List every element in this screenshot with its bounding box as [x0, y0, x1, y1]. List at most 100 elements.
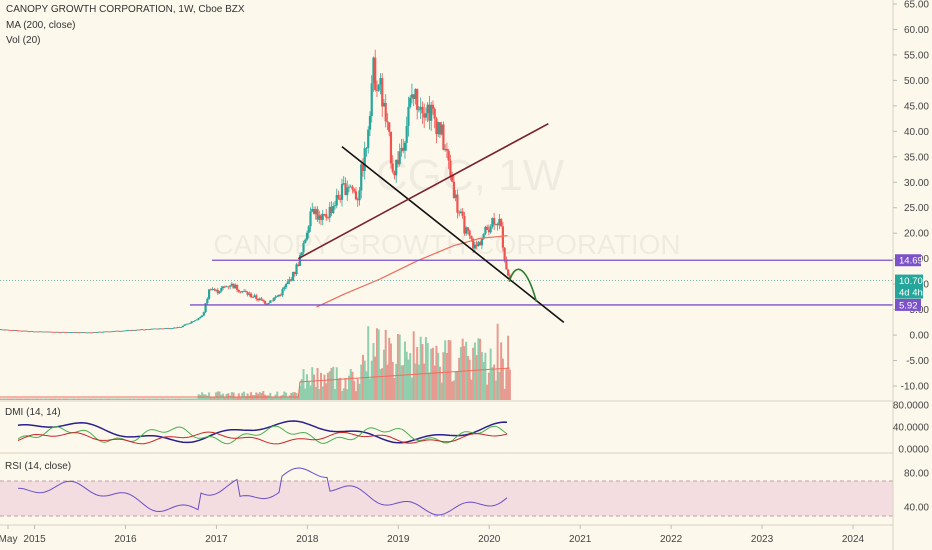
time-axis[interactable]: May 2015 2016 2017 2018 2019 2020 2021 2022 2023 2…	[0, 525, 865, 545]
candle-body	[237, 289, 240, 292]
volume-bar	[318, 389, 321, 400]
candle-body	[356, 199, 359, 201]
up-trendline[interactable]	[297, 122, 549, 260]
volume-bar	[160, 398, 163, 400]
volume-bar	[346, 389, 349, 400]
volume-bar	[279, 395, 282, 400]
volume-bar	[68, 398, 71, 400]
candle-body	[43, 331, 46, 333]
volume-bar	[181, 398, 184, 400]
volume-bar	[34, 398, 37, 400]
volume-bar	[484, 352, 487, 400]
volume-bar	[101, 398, 104, 400]
candle-body	[262, 299, 265, 302]
volume-bar	[333, 389, 336, 400]
volume-bar	[265, 395, 268, 400]
candle-body	[444, 148, 447, 150]
volume-bar	[342, 388, 345, 400]
volume-bar	[48, 398, 51, 400]
volume-bar	[244, 396, 247, 400]
volume-bar	[454, 371, 457, 400]
candle-body	[384, 102, 387, 122]
volume-bar	[195, 398, 198, 400]
rsi-axis[interactable]: 80.00 40.00	[904, 469, 929, 514]
price-axis[interactable]: 65.00 60.00 55.00 50.00 45.00 40.00 35.00 30.00…	[893, 0, 929, 393]
volume-bar	[306, 374, 309, 400]
volume-bar	[183, 398, 186, 400]
volume-bar	[330, 368, 333, 400]
candle-body	[316, 209, 319, 220]
volume-bar	[110, 398, 113, 400]
volume-bar	[344, 377, 347, 400]
forecast-arc[interactable]	[508, 268, 538, 303]
candle-body	[417, 109, 421, 111]
rsi-legend[interactable]: RSI (14, close)	[5, 461, 72, 472]
candle-body	[26, 330, 29, 332]
candle-body	[290, 279, 293, 281]
dmi-axis[interactable]: 80.0000 40.0000 0.0000	[893, 401, 930, 456]
candle-body	[395, 159, 398, 176]
volume-bar	[293, 392, 296, 400]
volume-bar	[215, 392, 218, 400]
candle-body	[214, 289, 218, 291]
volume-bar	[487, 372, 490, 400]
price-tick-label: 30.00	[904, 178, 929, 189]
candle-body	[398, 151, 401, 165]
volume-bar	[1, 398, 4, 400]
candle-body	[75, 332, 78, 334]
volume-bar	[250, 392, 253, 400]
candle-body	[235, 284, 239, 290]
candle-body	[314, 209, 317, 214]
candle-body	[200, 315, 204, 317]
volume-bar	[155, 398, 158, 400]
volume-legend[interactable]: Vol (20)	[6, 35, 41, 46]
candle-body	[333, 205, 337, 207]
candle-body	[166, 328, 169, 329]
volume-bar	[430, 348, 433, 400]
candle-body	[325, 214, 328, 218]
volume-bar	[201, 392, 204, 400]
dmi-legend[interactable]: DMI (14, 14)	[5, 407, 61, 418]
volume-bar	[152, 398, 155, 400]
volume-bar	[292, 392, 295, 400]
volume-bar	[50, 398, 53, 400]
candle-body	[125, 330, 128, 331]
candle-body	[249, 293, 253, 298]
candle-body	[220, 287, 223, 292]
dmi-tick-label: 0.0000	[898, 445, 929, 456]
volume-bar	[178, 398, 181, 400]
rsi-line	[17, 467, 508, 516]
volume-bar	[167, 398, 170, 400]
candle-body	[192, 321, 195, 323]
candle-body	[358, 190, 361, 201]
candle-body	[283, 287, 286, 290]
volume-bar	[494, 380, 497, 400]
candle-body	[164, 328, 167, 329]
volume-bar	[213, 396, 216, 400]
candle-body	[129, 330, 132, 331]
candle-body	[108, 331, 111, 333]
candle-body	[445, 148, 449, 151]
candle-body	[426, 104, 429, 114]
volume-bar	[115, 398, 118, 400]
candle-body	[48, 331, 52, 333]
candle-body	[500, 219, 503, 227]
down-trendline[interactable]	[341, 145, 565, 323]
candle-body	[227, 286, 230, 288]
ma-legend[interactable]: MA (200, close)	[6, 20, 76, 31]
candle-body	[305, 232, 309, 240]
candle-body	[89, 332, 92, 334]
volume-bar	[505, 368, 508, 400]
watermark-company: CANOPY GROWTH CORPORATION	[213, 229, 680, 260]
candle-body	[267, 302, 270, 305]
volume-bar	[61, 398, 64, 400]
candle-body	[407, 106, 410, 126]
volume-bar	[491, 367, 494, 400]
candle-body	[335, 194, 338, 206]
volume-bar	[316, 367, 319, 400]
volume-bar	[493, 364, 496, 400]
volume-bar	[477, 338, 480, 400]
candle-body	[435, 118, 438, 135]
candle-body	[326, 217, 330, 219]
